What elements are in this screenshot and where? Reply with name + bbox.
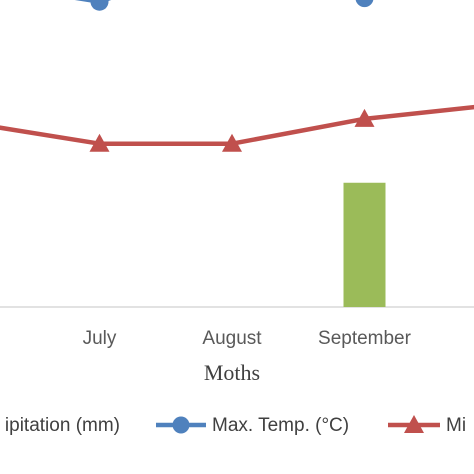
- legend: ipitation (mm) Max. Temp. (°C) Mi: [5, 415, 466, 436]
- precipitation-bar: [343, 182, 386, 307]
- legend-min-temp-marker: [404, 415, 424, 433]
- x-tick-labels: JulyAugustSeptemberO: [83, 328, 412, 349]
- max-temp-marker: [355, 0, 374, 8]
- max-temp-marker: [90, 0, 109, 11]
- min-temp-marker: [222, 133, 242, 152]
- x-tick-label: September: [318, 328, 412, 349]
- x-tick-label: July: [83, 328, 117, 349]
- legend-label: Mi: [446, 415, 466, 436]
- max-temp-line: [74, 0, 367, 4]
- bar-series: [343, 182, 386, 307]
- x-tick-label: August: [202, 328, 262, 349]
- legend-label: ipitation (mm): [5, 415, 120, 436]
- min-temp-line: [0, 104, 474, 146]
- x-axis-title: Moths: [204, 360, 260, 385]
- min-temp-marker: [89, 133, 110, 152]
- legend-label: Max. Temp. (°C): [212, 415, 349, 436]
- min-temp-marker: [354, 108, 375, 127]
- line-series: [0, 0, 474, 152]
- legend-max-temp-marker: [172, 416, 190, 434]
